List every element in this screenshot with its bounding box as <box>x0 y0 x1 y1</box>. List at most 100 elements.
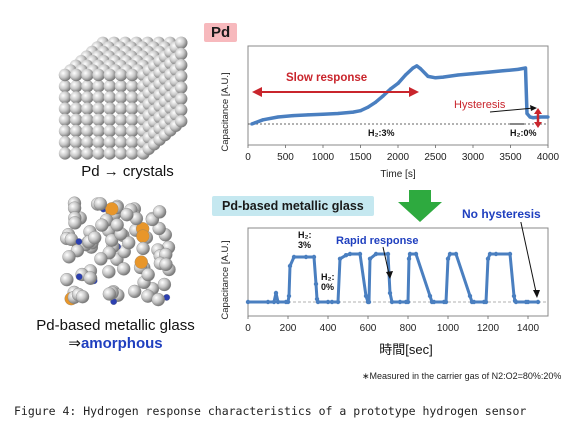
data-point <box>445 256 451 261</box>
data-point <box>516 67 520 71</box>
data-point <box>471 72 475 76</box>
data-point <box>415 64 419 68</box>
pd-atom <box>103 113 116 127</box>
data-point <box>303 254 309 260</box>
rapid-response-pointer <box>382 246 390 275</box>
data-point <box>467 293 473 299</box>
pd-atom <box>58 91 72 104</box>
glass-badge: Pd-based metallic glass <box>212 196 374 216</box>
glass-atom-grey <box>94 252 108 266</box>
glass-atom-grey <box>151 292 165 307</box>
data-point <box>501 69 505 73</box>
pd-atom <box>103 102 116 115</box>
data-point <box>396 81 400 85</box>
pd-atom <box>81 113 94 127</box>
pd-atom <box>103 136 116 149</box>
hysteresis-pointer-head <box>530 105 537 111</box>
x-tick-label: 1000 <box>437 323 460 334</box>
data-point <box>265 299 271 305</box>
pd-atom <box>114 91 128 104</box>
pd-atom <box>103 80 116 93</box>
bottom-plot-frame <box>247 227 549 317</box>
pd-atom <box>114 147 128 160</box>
bottom-ylabel: Capacitance [A.U.] <box>220 240 231 319</box>
data-point <box>337 256 343 261</box>
crystal-label: Pd → crystals <box>81 163 174 180</box>
pd-atom <box>114 80 128 93</box>
pd-atom <box>92 80 105 93</box>
measurement-note: ∗Measured in the carrier gas of N2:O2=80… <box>362 371 562 381</box>
data-point <box>407 251 413 257</box>
data-point <box>453 251 459 257</box>
data-point <box>285 299 291 305</box>
data-point <box>525 299 531 305</box>
x-tick-label: 400 <box>320 323 337 334</box>
pd-atom <box>92 102 105 115</box>
top-h2-0-label: H₂:0% <box>510 128 537 138</box>
pd-atom <box>126 80 139 93</box>
glass-atom-orange <box>134 255 148 269</box>
glass-response-chart: Capacitance [A.U.] 0 200 400 600 800 1000 1200… <box>220 222 549 357</box>
pd-atom <box>103 147 116 160</box>
data-point <box>456 73 460 77</box>
data-point <box>493 251 499 257</box>
data-point <box>366 299 372 305</box>
pd-atom <box>70 80 83 93</box>
data-point <box>366 105 370 109</box>
bottom-h2-3-label: H₂: 3% <box>298 230 312 250</box>
data-point <box>343 253 349 258</box>
data-point <box>538 115 543 119</box>
pd-atom <box>126 68 139 82</box>
data-point <box>427 293 433 299</box>
slow-response-arrowhead-right <box>409 87 419 97</box>
data-point <box>546 115 550 119</box>
data-point <box>447 251 453 257</box>
pd-atom <box>92 136 105 149</box>
data-point <box>485 256 491 261</box>
data-point <box>388 87 393 91</box>
slow-response-label: Slow response <box>286 72 367 84</box>
pd-atom <box>175 70 188 83</box>
data-point <box>271 299 277 305</box>
data-point <box>286 293 292 299</box>
pd-atom <box>92 113 105 127</box>
data-point <box>291 114 295 118</box>
data-point <box>358 109 363 113</box>
pd-atom <box>114 68 128 82</box>
hysteresis-pointer <box>489 107 535 113</box>
pd-atom <box>126 124 139 138</box>
data-point <box>315 299 321 305</box>
pd-atom <box>70 91 83 104</box>
pd-atom <box>175 36 188 49</box>
pd-atom <box>103 91 116 104</box>
data-point <box>523 66 528 70</box>
x-tick-label: 1000 <box>312 152 335 163</box>
data-point <box>405 299 411 305</box>
pd-atom <box>92 147 105 160</box>
rapid-response-pointer-head <box>386 271 393 279</box>
x-tick-label: 0 <box>245 323 251 334</box>
data-point <box>381 94 385 98</box>
pd-atom <box>126 91 139 104</box>
figure-caption: Figure 4: Hydrogen response characterist… <box>14 404 527 418</box>
pd-atom <box>58 102 72 115</box>
x-tick-label: 1500 <box>349 152 372 163</box>
data-point <box>397 299 403 305</box>
glass-atom-grey <box>120 208 134 222</box>
slow-response-arrowhead-left <box>252 87 262 97</box>
pd-atom <box>70 102 83 115</box>
x-tick-label: 2500 <box>424 152 447 163</box>
x-tick-label: 3500 <box>499 152 522 163</box>
pd-atom <box>70 68 83 82</box>
x-tick-label: 800 <box>400 323 417 334</box>
pd-atom <box>175 47 188 61</box>
data-point <box>531 116 535 120</box>
pd-atom <box>81 91 94 104</box>
glass-atom-grey <box>141 267 155 282</box>
data-point <box>389 299 395 305</box>
glass-atom-grey <box>136 241 150 256</box>
pd-atom <box>81 124 94 138</box>
data-point <box>486 70 490 74</box>
pd-atom <box>175 59 188 72</box>
data-point <box>351 110 355 114</box>
